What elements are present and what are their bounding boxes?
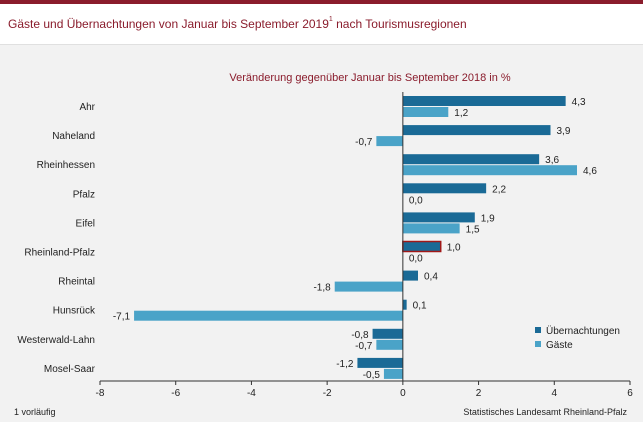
data-label-gaeste-hunsr-ck: -7,1 xyxy=(113,312,131,323)
bar-gaeste-naheland xyxy=(376,136,403,147)
title-main: Gäste und Übernachtungen von Januar bis … xyxy=(8,17,329,31)
page-title: Gäste und Übernachtungen von Januar bis … xyxy=(8,16,467,31)
header: Gäste und Übernachtungen von Januar bis … xyxy=(0,4,643,45)
bar-uebernachtungen-rheinland-pfalz xyxy=(402,240,442,253)
x-tick-label: 0 xyxy=(400,388,406,399)
legend-label-uebernachtungen: Übernachtungen xyxy=(546,325,620,337)
bar-uebernachtungen-westerwald-lahn xyxy=(372,328,403,339)
title-suffix: nach Tourismusregionen xyxy=(332,17,467,31)
data-label-uebernachtungen-ahr: 4,3 xyxy=(572,97,586,108)
data-label-uebernachtungen-westerwald-lahn: -0,8 xyxy=(351,330,369,341)
data-label-uebernachtungen-eifel: 1,9 xyxy=(481,213,495,224)
bar-gaeste-hunsr-ck xyxy=(134,310,403,321)
bar-gaeste-westerwald-lahn xyxy=(376,339,403,350)
data-label-uebernachtungen-pfalz: 2,2 xyxy=(492,184,506,195)
data-label-uebernachtungen-rheinland-pfalz: 1,0 xyxy=(447,243,461,254)
x-tick-label: -6 xyxy=(171,388,180,399)
category-label-mosel-saar: Mosel-Saar xyxy=(44,364,96,375)
bar-uebernachtungen-hunsr-ck xyxy=(402,299,407,310)
data-label-gaeste-rheinhessen: 4,6 xyxy=(583,166,597,177)
data-label-gaeste-westerwald-lahn: -0,7 xyxy=(355,341,373,352)
legend-swatch-gaeste xyxy=(535,341,541,347)
data-label-gaeste-pfalz: 0,0 xyxy=(409,195,423,206)
top-rule xyxy=(0,0,643,4)
bar-uebernachtungen-mosel-saar xyxy=(357,357,403,368)
data-label-uebernachtungen-rheinhessen: 3,6 xyxy=(545,155,559,166)
source-note: Statistisches Landesamt Rheinland-Pfalz xyxy=(463,407,627,417)
category-label-pfalz: Pfalz xyxy=(73,189,95,200)
data-label-gaeste-ahr: 1,2 xyxy=(454,108,468,119)
x-tick-label: 4 xyxy=(552,388,558,399)
category-label-rheinhessen: Rheinhessen xyxy=(37,160,95,171)
chart-subtitle: Veränderung gegenüber Januar bis Septemb… xyxy=(229,72,511,84)
data-label-gaeste-rheintal: -1,8 xyxy=(313,283,331,294)
data-label-uebernachtungen-mosel-saar: -1,2 xyxy=(336,359,354,370)
legend-label-gaeste: Gäste xyxy=(546,340,573,351)
category-label-naheland: Naheland xyxy=(52,131,95,142)
x-tick-label: -8 xyxy=(96,388,105,399)
category-label-rheintal: Rheintal xyxy=(58,277,95,288)
bar-gaeste-eifel xyxy=(402,223,460,234)
category-label-eifel: Eifel xyxy=(76,218,95,229)
data-label-gaeste-mosel-saar: -0,5 xyxy=(363,370,381,381)
bar-gaeste-rheinhessen xyxy=(402,165,577,176)
footnote: 1 vorläufig xyxy=(14,407,56,417)
category-label-rheinland-pfalz: Rheinland-Pfalz xyxy=(24,248,95,259)
x-tick-label: -2 xyxy=(323,388,332,399)
category-label-ahr: Ahr xyxy=(79,102,95,113)
x-tick-label: 6 xyxy=(627,388,633,399)
category-label-westerwald-lahn: Westerwald-Lahn xyxy=(17,335,95,346)
bar-uebernachtungen-rheinhessen xyxy=(402,154,540,165)
data-label-gaeste-naheland: -0,7 xyxy=(355,137,373,148)
title-footnote-marker: 1 xyxy=(328,16,333,23)
data-label-gaeste-eifel: 1,5 xyxy=(466,224,480,235)
bar-uebernachtungen-naheland xyxy=(402,125,551,136)
bar-gaeste-mosel-saar xyxy=(383,368,403,379)
bar-gaeste-ahr xyxy=(402,107,449,117)
category-label-hunsr-ck: Hunsrück xyxy=(53,306,96,317)
bar-gaeste-rheintal xyxy=(334,281,403,292)
x-tick-label: 2 xyxy=(476,388,482,399)
bar-uebernachtungen-eifel xyxy=(402,212,475,223)
bar-uebernachtungen-pfalz xyxy=(402,183,487,194)
chart-panel xyxy=(0,45,643,422)
data-label-uebernachtungen-naheland: 3,9 xyxy=(557,126,571,137)
bar-uebernachtungen-ahr xyxy=(402,96,566,106)
data-label-gaeste-rheinland-pfalz: 0,0 xyxy=(409,254,423,265)
legend-swatch-uebernachtungen xyxy=(535,327,541,333)
bar-uebernachtungen-rheintal xyxy=(402,270,418,281)
data-label-uebernachtungen-hunsr-ck: 0,1 xyxy=(413,301,427,312)
data-label-uebernachtungen-rheintal: 0,4 xyxy=(424,272,438,283)
x-tick-label: -4 xyxy=(247,388,256,399)
